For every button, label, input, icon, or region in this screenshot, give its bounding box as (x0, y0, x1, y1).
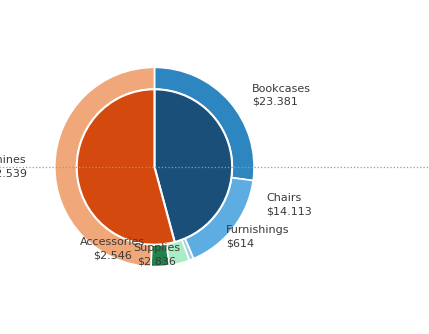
Wedge shape (154, 89, 232, 242)
Wedge shape (154, 67, 254, 181)
Text: Bookcases
$23.381: Bookcases $23.381 (252, 84, 311, 107)
Text: Machines
$42.539: Machines $42.539 (0, 155, 27, 179)
Text: Chairs
$14.113: Chairs $14.113 (266, 193, 312, 216)
Wedge shape (182, 238, 193, 260)
Wedge shape (185, 178, 253, 259)
Text: Accessories
$2.546: Accessories $2.546 (80, 237, 145, 260)
Text: Furnishings
$614: Furnishings $614 (226, 225, 290, 248)
Wedge shape (151, 244, 169, 267)
Wedge shape (77, 89, 175, 245)
Wedge shape (166, 240, 189, 266)
Text: Supplies
$2.836: Supplies $2.836 (133, 243, 180, 266)
Wedge shape (55, 67, 154, 267)
